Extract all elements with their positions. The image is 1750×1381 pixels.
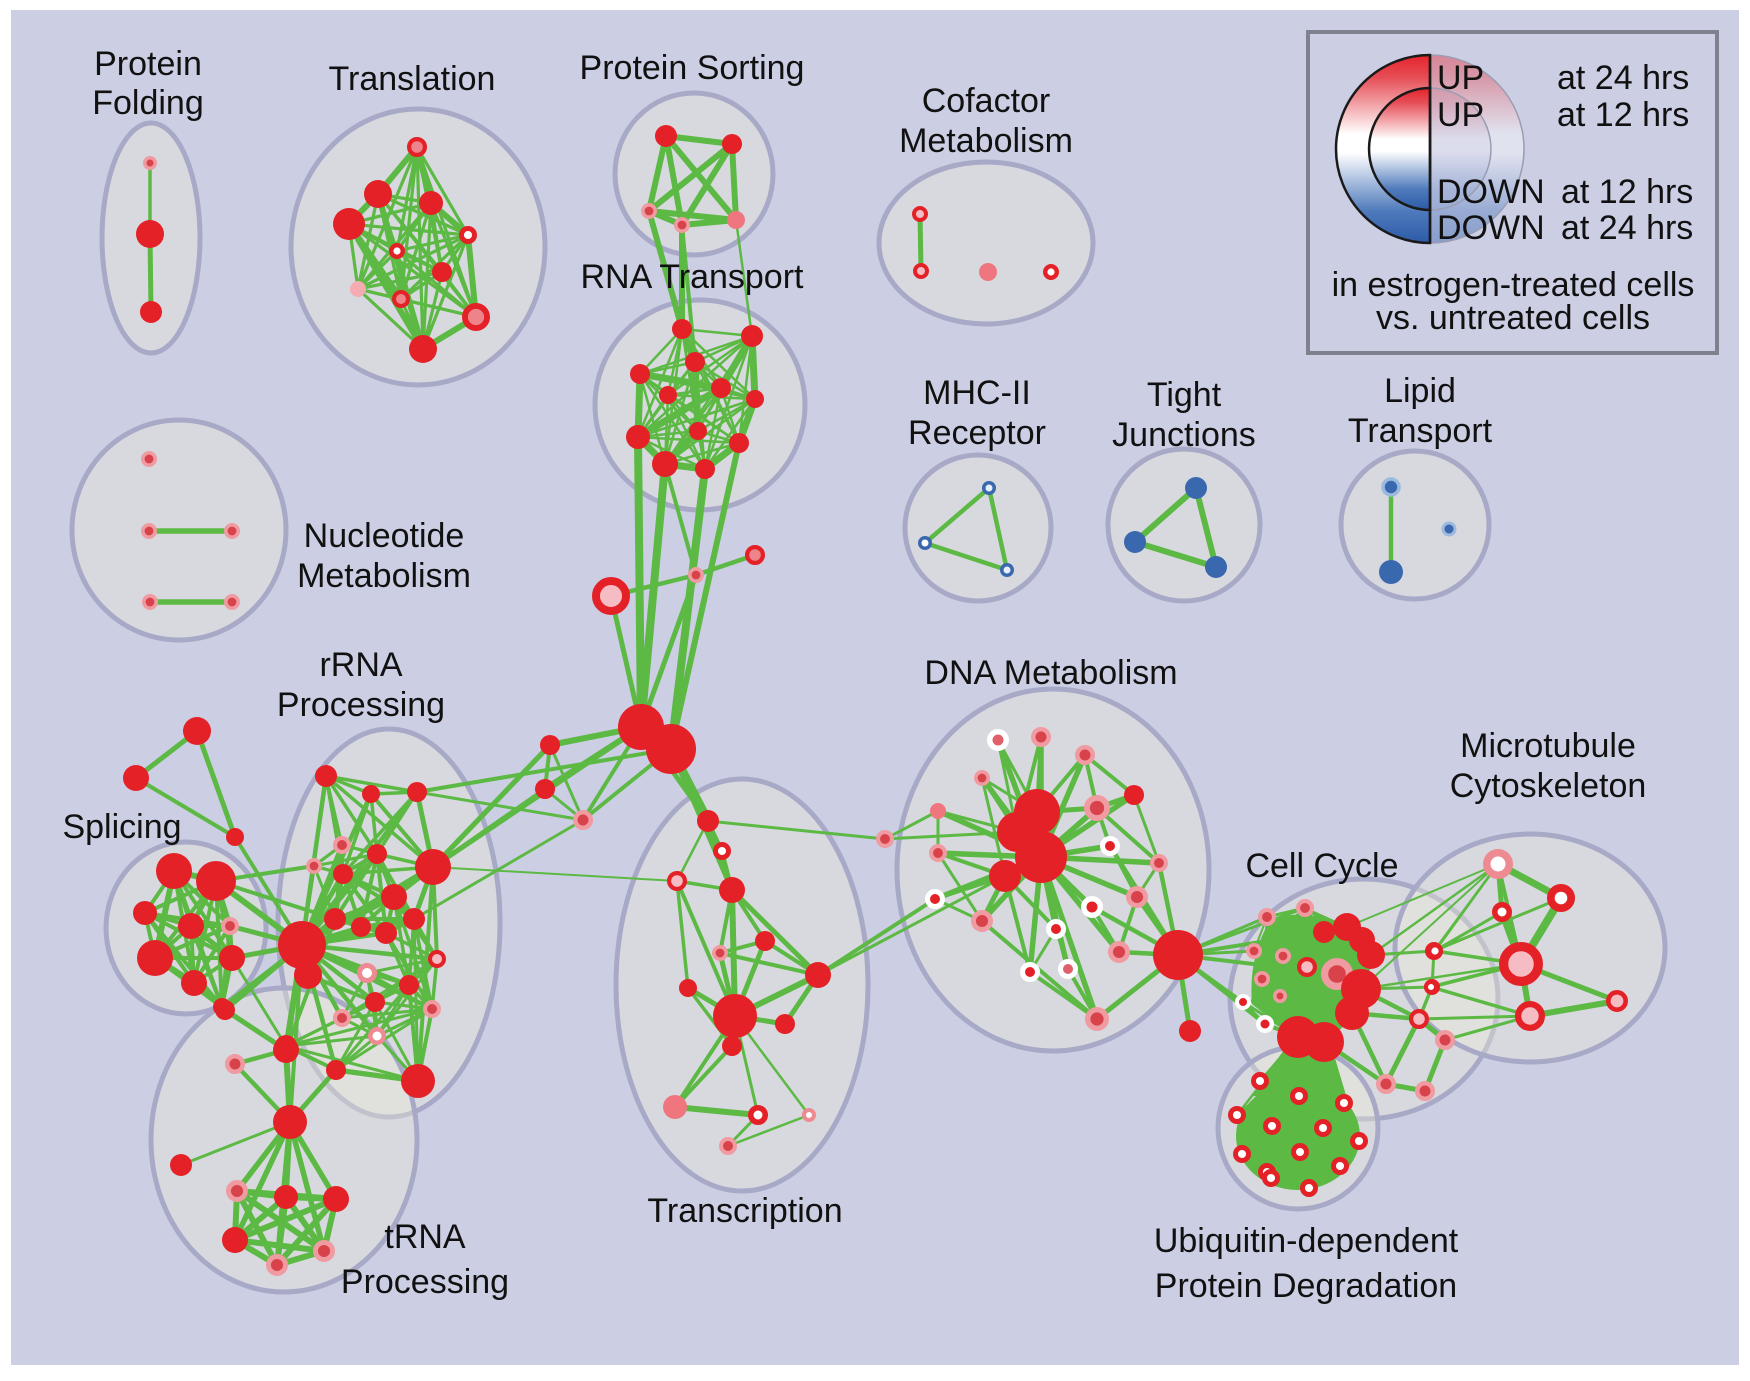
svg-text:in estrogen-treated cells: in estrogen-treated cells: [1332, 266, 1695, 304]
svg-text:Metabolism: Metabolism: [297, 557, 471, 595]
svg-text:Tight: Tight: [1147, 376, 1222, 414]
svg-text:Processing: Processing: [341, 1263, 509, 1301]
svg-text:Translation: Translation: [329, 60, 496, 98]
svg-text:Folding: Folding: [92, 84, 204, 122]
svg-text:Junctions: Junctions: [1112, 416, 1256, 454]
svg-text:Ubiquitin-dependent: Ubiquitin-dependent: [1154, 1222, 1459, 1260]
svg-text:Lipid: Lipid: [1384, 372, 1456, 410]
svg-text:DNA Metabolism: DNA Metabolism: [924, 654, 1177, 692]
svg-text:UP: UP: [1437, 59, 1484, 97]
svg-text:at 24 hrs: at 24 hrs: [1557, 59, 1689, 97]
svg-text:Transport: Transport: [1348, 412, 1493, 450]
svg-text:Protein Degradation: Protein Degradation: [1155, 1267, 1457, 1305]
svg-text:Cofactor: Cofactor: [922, 82, 1051, 120]
svg-text:UP: UP: [1437, 96, 1484, 134]
svg-text:vs. untreated cells: vs. untreated cells: [1376, 299, 1650, 337]
svg-text:tRNA: tRNA: [384, 1218, 466, 1256]
svg-text:at 24 hrs: at 24 hrs: [1561, 209, 1693, 247]
svg-text:DOWN: DOWN: [1437, 173, 1545, 211]
svg-text:at 12 hrs: at 12 hrs: [1561, 173, 1693, 211]
svg-text:Transcription: Transcription: [647, 1192, 842, 1230]
svg-text:at 12 hrs: at 12 hrs: [1557, 96, 1689, 134]
svg-text:Processing: Processing: [277, 686, 445, 724]
svg-text:Cell Cycle: Cell Cycle: [1245, 847, 1398, 885]
svg-text:Protein: Protein: [94, 45, 202, 83]
svg-text:DOWN: DOWN: [1437, 209, 1545, 247]
svg-text:Cytoskeleton: Cytoskeleton: [1450, 767, 1647, 805]
svg-text:RNA Transport: RNA Transport: [581, 258, 805, 296]
svg-text:Microtubule: Microtubule: [1460, 727, 1636, 765]
svg-text:Splicing: Splicing: [62, 808, 181, 846]
svg-text:Protein Sorting: Protein Sorting: [580, 49, 805, 87]
svg-text:MHC-II: MHC-II: [923, 374, 1031, 412]
svg-text:Nucleotide: Nucleotide: [304, 517, 465, 555]
svg-text:rRNA: rRNA: [319, 646, 402, 684]
svg-text:Receptor: Receptor: [908, 414, 1046, 452]
svg-text:Metabolism: Metabolism: [899, 122, 1073, 160]
